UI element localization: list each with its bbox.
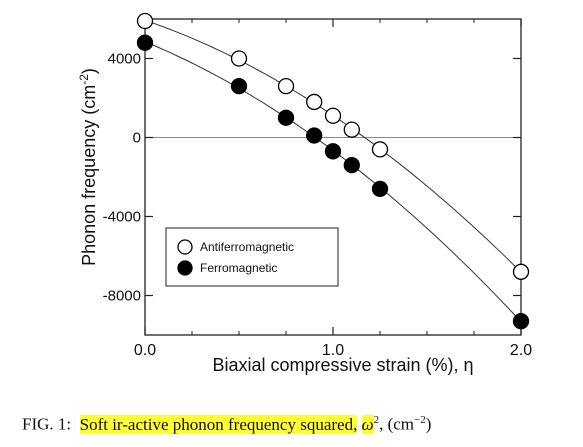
ferromagnetic-point — [136, 34, 154, 51]
y-axis-label-sup: -2 — [77, 74, 91, 85]
antiferromagnetic-point — [306, 93, 323, 111]
legend-label-antiferromagnetic: Antiferromagnetic — [200, 240, 294, 254]
antiferromagnetic-point — [324, 107, 342, 124]
caption-suffix-sup: −2 — [414, 414, 426, 426]
caption-suffix: , (cm — [379, 414, 415, 434]
y-axis-label-text: Phonon frequency (cm — [79, 85, 99, 266]
legend-marker-ferromagnetic — [177, 260, 193, 276]
ferromagnetic-point — [371, 180, 389, 198]
x-axis-label-symbol: η — [464, 355, 474, 375]
antiferromagnetic-point — [277, 78, 295, 95]
ferromagnetic-point — [230, 78, 248, 95]
ferromagnetic-point — [277, 109, 295, 126]
y-tick-label: 4000 — [108, 51, 141, 68]
ferromagnetic-point — [343, 156, 360, 174]
legend-label-ferromagnetic: Ferromagnetic — [200, 261, 277, 275]
y-tick-label: 0 — [133, 130, 141, 147]
x-axis-label-text: Biaxial compressive strain (%), — [212, 355, 463, 375]
caption-prefix: FIG. 1: — [22, 414, 72, 434]
x-tick-label: 1.0 — [322, 342, 344, 359]
phonon-chart: 0.0 1.0 2.0 4000 0 -4000 -8000 Biaxial compress… — [77, 12, 532, 375]
ferromagnetic-point — [512, 313, 530, 330]
antiferromagnetic-point — [512, 263, 530, 280]
antiferromagnetic-point — [230, 50, 248, 67]
antiferromagnetic-point — [136, 12, 154, 30]
y-axis-label: Phonon frequency (cm-2) — [77, 68, 99, 266]
caption-symbol: ω — [361, 414, 374, 434]
x-tick-label: 0.0 — [134, 342, 156, 359]
ferromagnetic-point — [306, 127, 323, 144]
caption-highlight: Soft ir-active phonon frequency squared, — [79, 414, 358, 434]
ferromagnetic-point — [324, 143, 342, 160]
caption-symbol-sup: 2 — [373, 414, 380, 426]
antiferromagnetic-point — [371, 141, 389, 158]
antiferromagnetic-point — [343, 121, 360, 138]
legend-marker-antiferromagnetic — [177, 239, 193, 255]
caption-symbol-text: ω — [361, 414, 374, 434]
legend: Antiferromagnetic Ferromagnetic — [165, 227, 339, 287]
caption-suffix-close: ) — [425, 414, 432, 434]
legend-box — [165, 227, 339, 287]
x-axis-label: Biaxial compressive strain (%), η — [212, 355, 473, 375]
y-axis-label-close: ) — [79, 68, 99, 74]
plot-frame — [144, 18, 522, 336]
y-tick-label: -4000 — [103, 209, 141, 226]
y-tick-label: -8000 — [103, 288, 141, 305]
x-tick-label: 2.0 — [510, 342, 532, 359]
figure-caption: FIG. 1: Soft ir-active phonon frequency … — [22, 414, 577, 435]
